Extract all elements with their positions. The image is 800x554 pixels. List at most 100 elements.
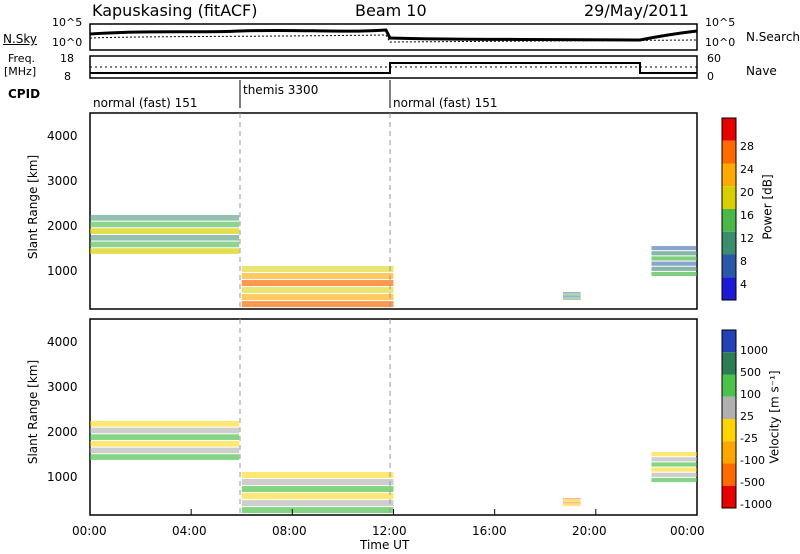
- velocity-marks-region-1-strip-3: [241, 493, 394, 500]
- power-cbar-swatch-5: [722, 231, 736, 255]
- power-marks-region-3-strip-3: [562, 296, 581, 298]
- power-marks-region-0-strip-2: [90, 228, 240, 234]
- noise-right-tick-high: 10^5: [705, 16, 736, 29]
- power-panel-frame: [89, 112, 698, 310]
- power-ytick-3000: 3000: [47, 174, 78, 188]
- power-marks-region-1-strip-3: [241, 287, 394, 294]
- noise-right-tick-low: 10^0: [705, 36, 736, 49]
- noise-left-tick-low: 10^0: [52, 36, 83, 49]
- velocity-ytick-2000: 2000: [47, 425, 78, 439]
- freq-unit: [MHz]: [4, 65, 37, 78]
- power-cbar-label-16: 16: [740, 209, 754, 222]
- station-title: Kapuskasing (fitACF): [92, 1, 258, 20]
- power-marks-region-1-strip-2: [241, 280, 394, 287]
- velocity-marks-region-3-strip-3: [562, 502, 581, 504]
- power-cbar-swatch-7: [722, 277, 736, 300]
- power-cbar-swatch-6: [722, 254, 736, 278]
- freq-right-tick-high: 60: [707, 52, 721, 65]
- velocity-marks-region-0-strip-2: [90, 434, 240, 440]
- velocity-marks-region-2-strip-5: [651, 477, 697, 483]
- power-cbar-swatch-1: [722, 140, 736, 164]
- velocity-marks-region-3-strip-2: [562, 500, 581, 502]
- velocity-marks-region-3-strip-4: [562, 503, 581, 505]
- xtick-1200: 12:00: [372, 524, 407, 538]
- velocity-marks-region-0-strip-4: [90, 447, 240, 454]
- power-marks-region-0-strip-1: [90, 221, 240, 228]
- velocity-cbar-label-neg500: -500: [740, 476, 765, 489]
- power-ytick-1000: 1000: [47, 264, 78, 278]
- noise-panel-frame: [89, 23, 698, 51]
- power-cbar-label-8: 8: [740, 255, 747, 268]
- xtick-0400: 04:00: [172, 524, 207, 538]
- velocity-marks-region-0-strip-0: [90, 420, 240, 427]
- freq-label: Freq.: [8, 52, 36, 65]
- velocity-cbar-frame: [721, 329, 737, 509]
- noise-search-label: N.Search: [746, 30, 800, 44]
- nave-label: Nave: [746, 64, 777, 78]
- velocity-cbar-swatch-6: [722, 463, 736, 486]
- power-marks-region-1-strip-4: [241, 294, 394, 301]
- velocity-cbar-swatch-4: [722, 419, 736, 442]
- power-marks-region-1-strip-5: [241, 301, 394, 308]
- velocity-cbar-swatch-0: [722, 330, 736, 353]
- velocity-marks-region-2-strip-0: [651, 452, 697, 457]
- power-marks-region-3-strip-0: [562, 292, 581, 294]
- power-marks-region-3-strip-4: [562, 297, 581, 299]
- power-cbar-label-4: 4: [740, 278, 747, 291]
- cpid-label: CPID: [8, 87, 41, 101]
- xtick-1600: 16:00: [472, 524, 507, 538]
- freq-trace: [90, 62, 697, 74]
- power-marks-region-0-strip-4: [90, 241, 240, 248]
- power-ytick-4000: 4000: [47, 129, 78, 143]
- velocity-cbar-label-500: 500: [740, 366, 761, 379]
- velocity-marks-region-1-strip-2: [241, 486, 394, 493]
- power-cbar-label-24: 24: [740, 163, 754, 176]
- power-marks-region-0-strip-3: [90, 234, 240, 241]
- power-cbar-swatch-4: [722, 209, 736, 232]
- xtick-2000: 20:00: [572, 524, 607, 538]
- velocity-cbar-swatch-1: [722, 352, 736, 375]
- power-marks-region-2-strip-3: [651, 261, 697, 266]
- xtick-0800: 08:00: [272, 524, 307, 538]
- freq-left-tick-low: 8: [64, 70, 71, 83]
- power-marks-region-3-strip-5: [562, 298, 581, 300]
- date-title: 29/May/2011: [584, 1, 689, 20]
- velocity-marks-region-3-strip-0: [562, 498, 581, 500]
- velocity-marks-region-1-strip-4: [241, 500, 394, 507]
- xtick-0000: 00:00: [72, 524, 107, 538]
- power-marks-region-0-strip-0: [90, 214, 240, 221]
- power-cbar-swatch-0: [722, 118, 736, 141]
- noise-sky-trace: [89, 28, 698, 42]
- power-cbar-label-28: 28: [740, 140, 754, 153]
- velocity-marks-region-0-strip-1: [90, 427, 240, 434]
- power-marks-region-2-strip-4: [651, 266, 697, 271]
- power-cbar-frame: [721, 117, 737, 301]
- power-marks-region-1-strip-0: [241, 265, 394, 273]
- velocity-cbar-swatch-5: [722, 441, 736, 464]
- power-cbar-swatch-3: [722, 186, 736, 209]
- velocity-ytick-3000: 3000: [47, 380, 78, 394]
- power-cbar-label-12: 12: [740, 232, 754, 245]
- power-marks-region-2-strip-2: [651, 256, 697, 261]
- power-cbar-label-20: 20: [740, 186, 754, 199]
- velocity-cbar-label-100: 100: [740, 388, 761, 401]
- velocity-cbar-swatch-3: [722, 396, 736, 419]
- velocity-cbar-label-neg25: -25: [740, 432, 758, 445]
- velocity-cbar-label-neg1000: -1000: [740, 498, 772, 511]
- cpid-segment-2: themis 3300: [243, 83, 319, 97]
- velocity-ytick-4000: 4000: [47, 335, 78, 349]
- velocity-marks-region-1-strip-1: [241, 479, 394, 486]
- freq-right-tick-low: 0: [707, 70, 714, 83]
- cpid-segment-1: normal (fast) 151: [93, 96, 198, 110]
- velocity-cbar-swatch-7: [722, 485, 736, 508]
- cpid-segment-3: normal (fast) 151: [393, 96, 498, 110]
- power-marks-region-2-strip-1: [651, 251, 697, 256]
- velocity-cbar-label-25: 25: [740, 410, 754, 423]
- velocity-marks-region-0-strip-3: [90, 440, 240, 447]
- power-marks-region-2-strip-0: [651, 246, 697, 251]
- beam-title: Beam 10: [355, 1, 427, 20]
- power-marks-region-3-strip-1: [562, 293, 581, 295]
- xtick-2400: 00:00: [670, 524, 705, 538]
- velocity-marks-region-3-strip-1: [562, 499, 581, 501]
